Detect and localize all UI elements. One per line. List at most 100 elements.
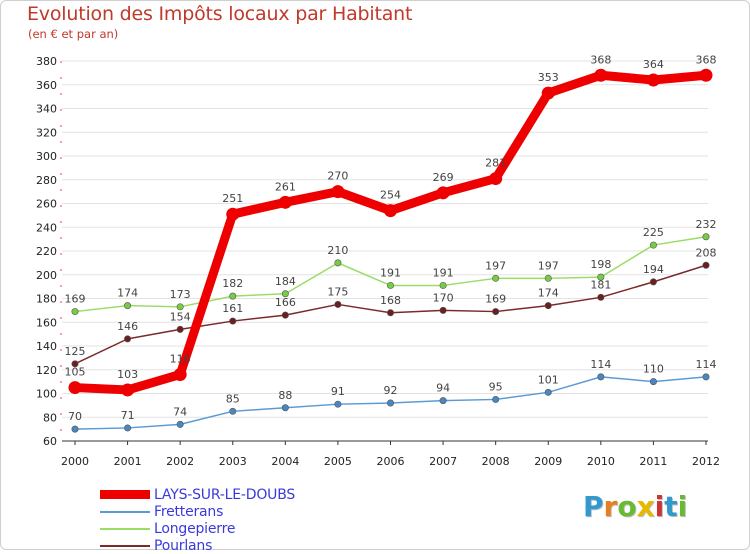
data-label: 191 [433,266,454,279]
data-label: 114 [696,358,717,371]
data-label: 125 [65,345,86,358]
y-tick-label: 280 [36,174,57,187]
logo-letter: x [636,490,655,523]
data-label: 182 [222,277,243,290]
logo-letter: P [583,490,604,523]
y-tick-label: 320 [36,126,57,139]
data-point [71,425,79,433]
y-tick-label: 140 [36,340,57,353]
data-point [124,335,132,343]
x-tick-label: 2002 [166,455,194,468]
data-point [489,172,503,186]
chart-title: Evolution des Impôts locaux par Habitant [27,3,413,25]
data-label: 175 [327,285,348,298]
legend-swatch [100,527,150,530]
data-label: 181 [590,278,611,291]
data-point [649,278,657,286]
data-label: 174 [117,287,138,300]
data-point [646,73,660,87]
data-point [702,373,710,381]
data-label: 184 [275,275,296,288]
data-label: 197 [538,259,559,272]
data-label: 71 [121,409,135,422]
data-label: 91 [331,385,345,398]
data-label: 269 [433,171,454,184]
data-point [281,311,289,319]
data-label: 116 [170,353,191,366]
data-label: 210 [327,244,348,257]
y-tick-label: 260 [36,198,57,211]
data-label: 101 [538,373,559,386]
data-point [176,303,184,311]
y-tick-label: 180 [36,293,57,306]
y-tick-label: 200 [36,269,57,282]
data-point [699,68,713,82]
chart-subtitle: (en € et par an) [28,27,119,41]
data-label: 261 [275,180,296,193]
data-label: 166 [275,296,296,309]
data-label: 88 [278,389,292,402]
data-point [702,233,710,241]
y-tick-label: 380 [36,55,57,68]
chart-legend: LAYS-SUR-LE-DOUBS Fretterans Longepierre Po… [100,486,295,554]
data-label: 161 [222,302,243,315]
proxiti-logo: Proxiti [583,490,687,523]
data-point [492,308,500,316]
data-label: 95 [489,380,503,393]
x-tick-label: 2003 [219,455,247,468]
data-label: 225 [643,226,664,239]
y-tick-label: 100 [36,388,57,401]
data-point [68,381,82,395]
logo-letter: o [617,490,637,523]
data-point [176,420,184,428]
data-point [281,290,289,298]
x-tick-label: 2001 [114,455,142,468]
data-point [492,395,500,403]
data-point [439,306,447,314]
data-point [334,259,342,267]
data-label: 105 [65,366,86,379]
data-label: 198 [590,258,611,271]
data-point [386,309,394,317]
y-tick-label: 80 [43,411,57,424]
legend-item: Fretterans [100,503,295,520]
logo-letter: t [664,490,678,523]
data-point [281,404,289,412]
data-point [71,360,79,368]
data-point [124,424,132,432]
data-point [544,302,552,310]
data-point [278,195,292,209]
data-point [334,300,342,308]
logo-letter: i [654,490,665,523]
data-point [597,373,605,381]
x-tick-label: 2004 [271,455,299,468]
data-label: 197 [485,259,506,272]
data-label: 74 [173,405,187,418]
data-label: 110 [643,363,664,376]
data-point [386,281,394,289]
data-point [331,185,345,199]
data-label: 353 [538,71,559,84]
data-label: 364 [643,58,664,71]
data-label: 114 [590,358,611,371]
legend-label: Pourlans [154,537,213,554]
logo-letter: r [603,490,618,523]
data-label: 208 [696,246,717,259]
x-tick-label: 2012 [692,455,720,468]
data-label: 254 [380,189,401,202]
x-tick-label: 2011 [639,455,667,468]
x-tick-label: 2010 [587,455,615,468]
data-point [544,274,552,282]
data-label: 146 [117,320,138,333]
data-point [702,261,710,269]
data-label: 92 [384,384,398,397]
data-label: 85 [226,392,240,405]
x-tick-label: 2006 [377,455,405,468]
data-label: 232 [696,218,717,231]
data-point [71,308,79,316]
data-label: 154 [170,310,191,323]
line-chart: 60 80 100 120 140 160 180 200 220 240 260 280 300 320… [36,53,720,468]
data-point [597,273,605,281]
data-label: 194 [643,263,664,276]
data-point [176,325,184,333]
